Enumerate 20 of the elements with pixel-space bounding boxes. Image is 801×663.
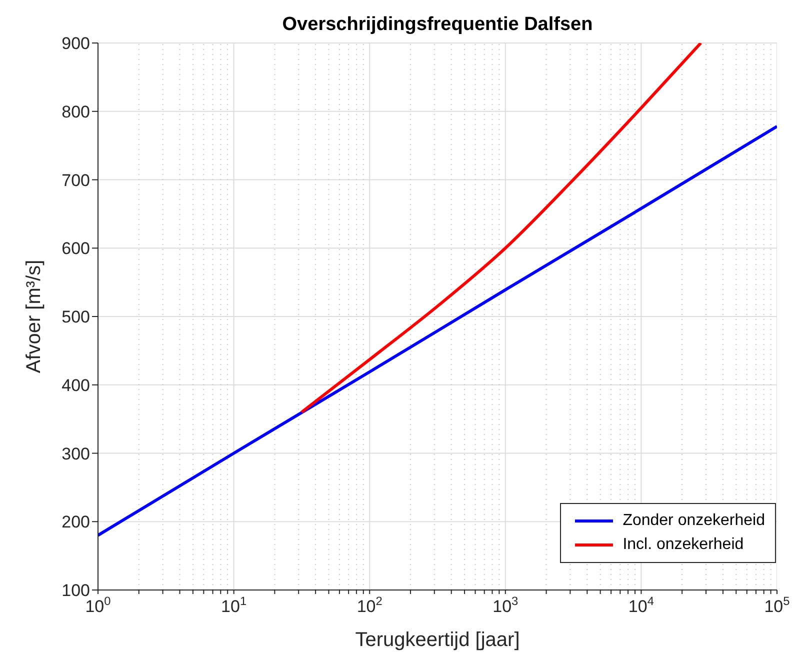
y-tick-label: 200 [62,512,90,532]
legend-label: Zonder onzekerheid [622,511,765,531]
x-tick-label: 10$^{1}$ [221,594,247,616]
y-tick-label: 900 [62,34,90,54]
x-tick-label: 10$^{2}$ [356,594,383,616]
y-tick-label: 700 [62,170,90,190]
x-tick-label: 10$^{3}$ [492,594,519,616]
x-tick-label: 10$^{5}$ [764,594,790,616]
y-tick-label: 800 [62,102,90,122]
x-tick-label: 10$^{4}$ [628,594,654,616]
y-tick-label: 100 [62,581,90,600]
chart-title: Overschrijdingsfrequentie Dalfsen [282,14,593,35]
y-tick-label: 500 [62,308,90,327]
y-axis-title: Afvoer [m³/s] [23,260,46,374]
y-tick-label: 300 [62,444,90,464]
x-axis-title: Terugkeertijd [jaar] [355,629,520,651]
line-series [98,124,777,537]
y-tick-label: 600 [62,239,90,258]
legend-label: Incl. onzekerheid [622,535,744,555]
y-tick-label: 400 [62,376,90,395]
